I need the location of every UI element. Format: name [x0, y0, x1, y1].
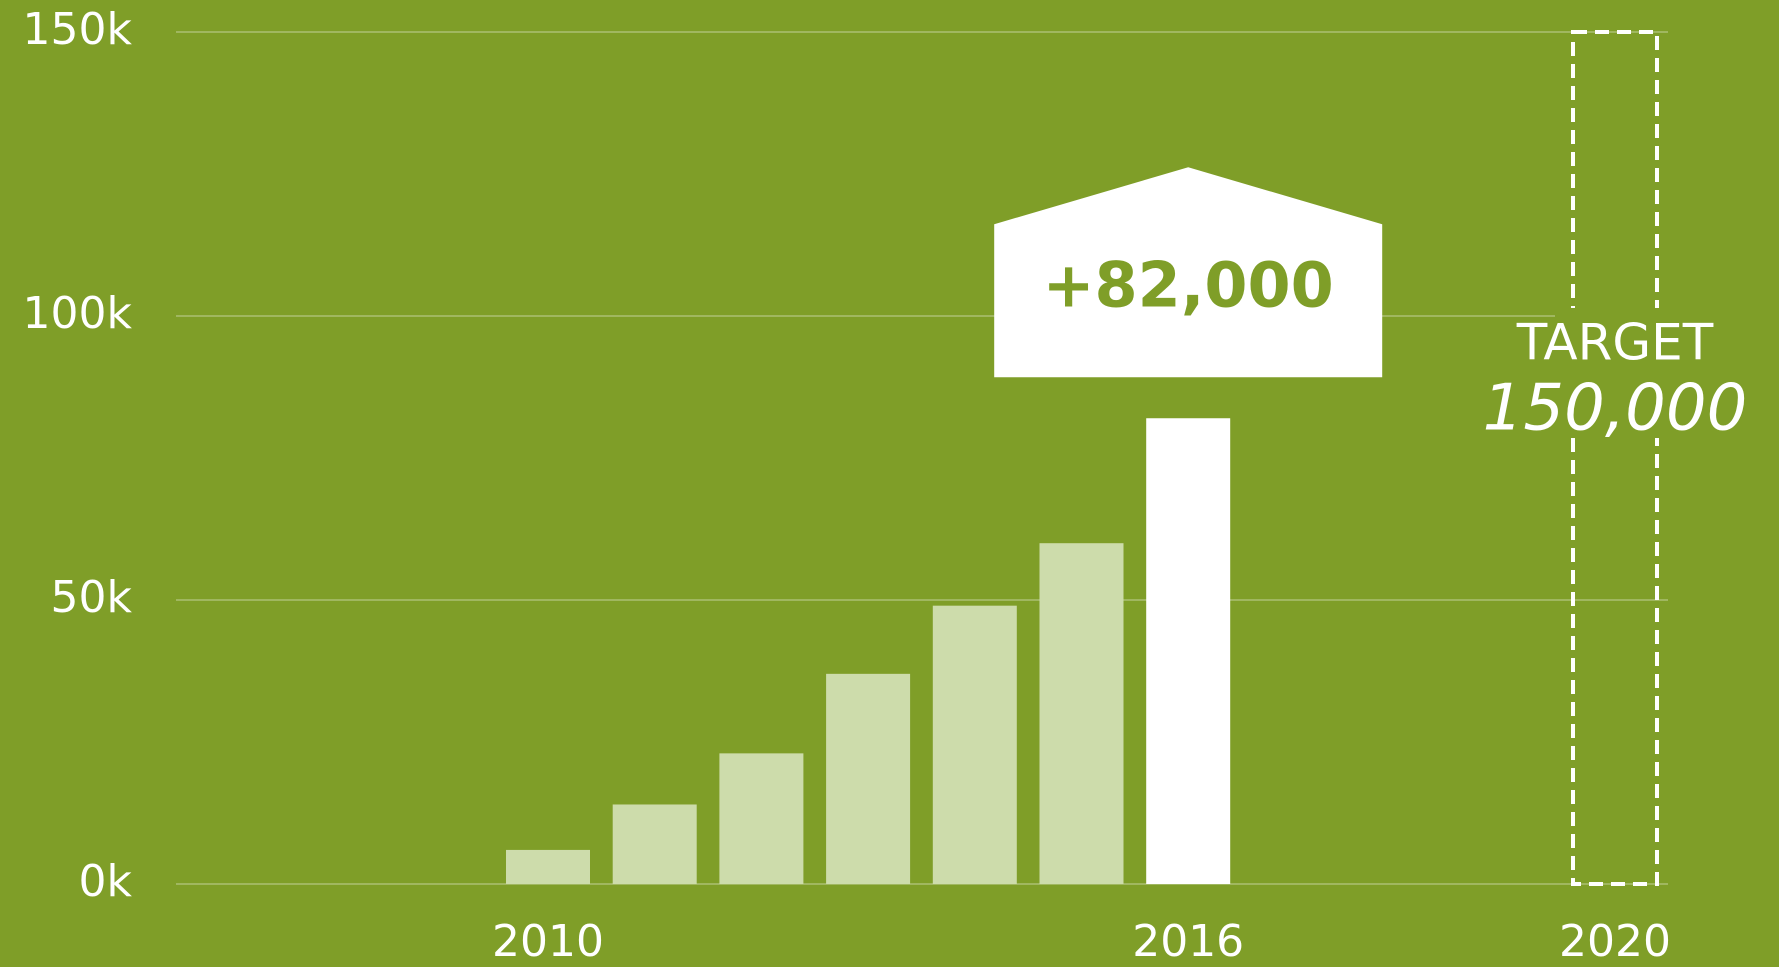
- target-bar: [1571, 30, 1659, 886]
- callout: [994, 167, 1383, 378]
- target-label: TARGET: [1516, 314, 1714, 372]
- target-label-bg: [1555, 308, 1675, 438]
- bar: [506, 849, 590, 884]
- x-tick-label: 2020: [1559, 916, 1671, 967]
- bar: [1146, 418, 1231, 884]
- bar: [1039, 543, 1124, 884]
- x-tick-label: 2010: [492, 916, 604, 967]
- y-tick-label: 100k: [23, 288, 133, 339]
- bar: [612, 804, 697, 884]
- y-tick-label: 150k: [23, 4, 133, 55]
- y-tick-label: 50k: [51, 572, 133, 623]
- bar: [719, 753, 804, 884]
- x-tick-label: 2016: [1132, 916, 1244, 967]
- bar: [932, 605, 1017, 884]
- bar: [826, 673, 911, 884]
- value-label: +82,000: [1043, 248, 1334, 321]
- y-tick-label: 0k: [79, 856, 133, 907]
- value-label: 150,000: [1483, 372, 1748, 446]
